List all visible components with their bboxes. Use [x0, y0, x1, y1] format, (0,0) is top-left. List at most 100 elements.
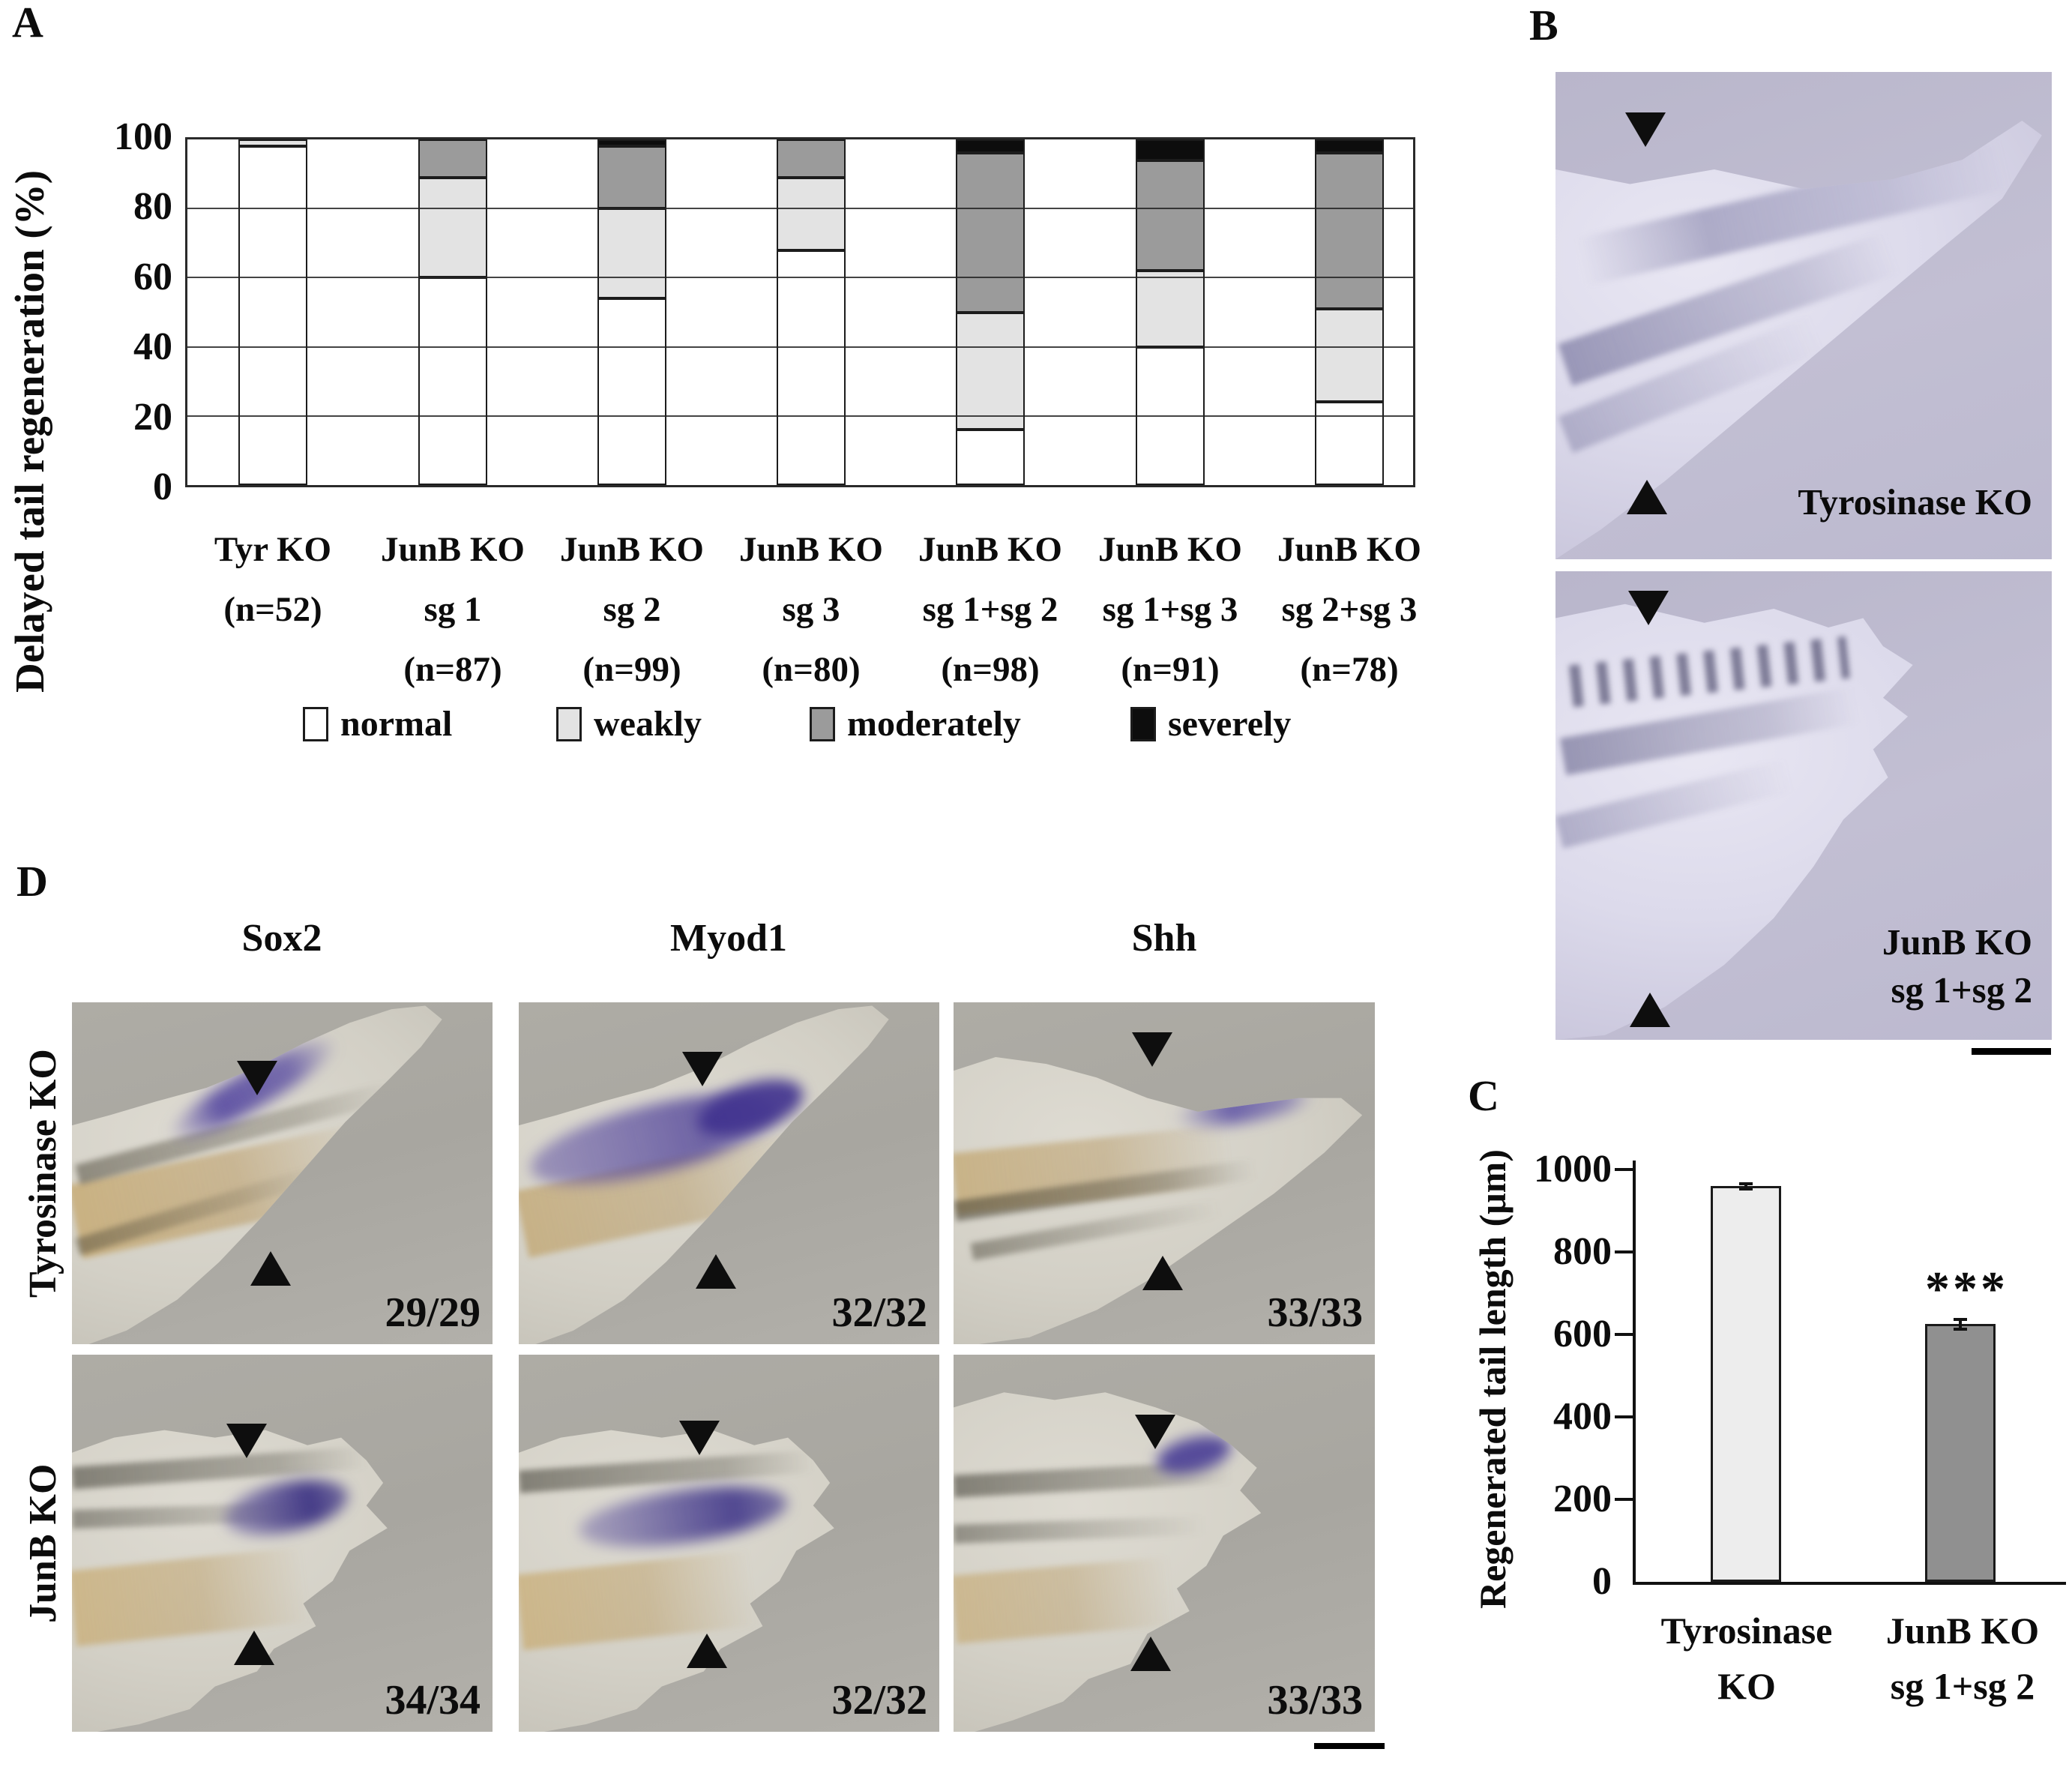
category-line: Tyrosinase: [1660, 1610, 1833, 1652]
micrograph-shh-junb: 33/33: [954, 1355, 1375, 1732]
bar-junb-ko-sg1-sg2: [1925, 1324, 1996, 1582]
category-line: (n=98): [941, 650, 1040, 689]
count-label: 32/32: [831, 1289, 927, 1336]
bar-segment-weakly: [956, 312, 1025, 430]
gridline-40: [187, 346, 1413, 348]
tick-mark: [1615, 1168, 1634, 1171]
category-label-sg1-sg2: JunB KO sg 1+sg 2 (n=98): [885, 520, 1095, 699]
category-line: JunB KO: [381, 530, 525, 569]
count-label: 29/29: [385, 1289, 481, 1336]
stacked-bar-sg1: [418, 139, 487, 485]
count-label: 34/34: [385, 1677, 481, 1724]
purple-stain: [1171, 1079, 1318, 1134]
legend-item-moderately: moderately: [810, 703, 1021, 744]
category-line: Tyr KO: [214, 530, 332, 569]
purple-stain: [219, 1470, 354, 1545]
legend-label: moderately: [847, 704, 1021, 744]
bar-segment-weakly: [1136, 271, 1205, 347]
caption-line: Tyrosinase KO: [1798, 481, 2032, 523]
panel-c-letter: C: [1468, 1071, 1499, 1120]
category-line: JunB KO: [1885, 1610, 2040, 1652]
bar-segment-moderately: [418, 139, 487, 178]
category-line: sg 1+sg 3: [1102, 590, 1238, 629]
caption-line: sg 1+sg 2: [1891, 969, 2032, 1011]
gridline-60: [187, 277, 1413, 279]
category-line: sg 2+sg 3: [1281, 590, 1418, 629]
bar-tyrosinase-ko: [1711, 1186, 1781, 1582]
arrowhead-up-icon: [1627, 480, 1667, 514]
stacked-bar-sg2: [597, 139, 666, 485]
gridline-80: [187, 208, 1413, 210]
category-line: sg 3: [782, 590, 840, 629]
significance-stars: ***: [1925, 1262, 2008, 1316]
tick-mark: [1615, 1250, 1634, 1253]
bar-segment-normal: [238, 146, 307, 485]
legend-label: normal: [340, 704, 453, 744]
panel-d-letter: D: [16, 857, 48, 906]
x-axis-line: [1633, 1582, 2066, 1585]
bar-segment-normal: [956, 430, 1025, 485]
category-label-tyr-ko: Tyr KO (n=52): [168, 520, 378, 639]
micrograph-myod1-tyrosinase: 32/32: [519, 1002, 939, 1344]
c-category-tyrosinase-ko: Tyrosinase KO: [1627, 1603, 1867, 1714]
legend-swatch-normal: [303, 706, 328, 741]
stacked-bar-tyr-ko: [238, 139, 307, 485]
category-line: JunB KO: [918, 530, 1062, 569]
category-label-sg2-sg3: JunB KO sg 2+sg 3 (n=78): [1244, 520, 1454, 699]
arrowhead-up-icon: [687, 1634, 727, 1668]
tail-tissue: [72, 1430, 388, 1732]
bar-segment-severely: [956, 139, 1025, 154]
category-line: (n=80): [762, 650, 861, 689]
c-category-junb-ko: JunB KO sg 1+sg 2: [1843, 1603, 2072, 1714]
category-line: (n=78): [1300, 650, 1399, 689]
tissue-streak: [954, 1556, 1175, 1643]
arrowhead-down-icon: [679, 1421, 720, 1455]
panel-a-ytick-60: 60: [133, 256, 172, 298]
arrowhead-up-icon: [1130, 1637, 1171, 1671]
panel-c-ytick-800: 800: [1553, 1230, 1612, 1273]
stacked-bar-sg3: [777, 139, 846, 485]
stacked-bar-sg1-sg3: [1136, 139, 1205, 485]
caption-line: JunB KO: [1882, 921, 2032, 963]
category-label-sg1-sg3: JunB KO sg 1+sg 3 (n=91): [1065, 520, 1275, 699]
bar-segment-normal: [418, 277, 487, 485]
category-label-sg2: JunB KO sg 2 (n=99): [527, 520, 737, 699]
panel-c-ytick-200: 200: [1553, 1478, 1612, 1520]
gridline-20: [187, 415, 1413, 417]
arrowhead-down-icon: [682, 1052, 723, 1086]
row-header-junb-ko: JunB KO: [22, 1463, 64, 1623]
category-line: sg 1+sg 2: [1890, 1665, 2035, 1707]
category-line: (n=99): [582, 650, 681, 689]
legend-swatch-severely: [1130, 706, 1156, 741]
category-line: KO: [1717, 1665, 1776, 1707]
legend-item-severely: severely: [1130, 703, 1291, 744]
legend-item-normal: normal: [303, 703, 452, 744]
bar-segment-moderately: [597, 146, 666, 209]
bar-segment-weakly: [1315, 308, 1384, 403]
column-header-myod1: Myod1: [670, 917, 787, 960]
column-header-shh: Shh: [1131, 917, 1197, 960]
tissue-streak: [72, 1546, 311, 1646]
bar-segment-weakly: [238, 139, 307, 147]
error-bar: [1739, 1182, 1753, 1190]
stacked-bar-chart-plot: [185, 137, 1415, 487]
legend-item-weakly: weakly: [556, 703, 702, 744]
scale-bar: [1972, 1048, 2051, 1055]
count-label: 33/33: [1267, 1677, 1363, 1724]
tissue-streak: [954, 1516, 1207, 1544]
purple-stain: [574, 1475, 791, 1558]
panel-c-ytick-400: 400: [1553, 1395, 1612, 1438]
arrowhead-up-icon: [696, 1254, 736, 1289]
scale-bar: [1314, 1743, 1385, 1749]
panel-a-ytick-0: 0: [153, 466, 172, 508]
category-line: (n=87): [403, 650, 502, 689]
arrowhead-down-icon: [1628, 591, 1669, 625]
category-line: JunB KO: [1277, 530, 1421, 569]
panel-c-ytick-1000: 1000: [1534, 1148, 1612, 1190]
bar-segment-severely: [1136, 139, 1205, 160]
arrowhead-down-icon: [1132, 1032, 1172, 1067]
bar-segment-moderately: [956, 153, 1025, 313]
count-label: 33/33: [1267, 1289, 1363, 1336]
tick-mark: [1615, 1415, 1634, 1418]
